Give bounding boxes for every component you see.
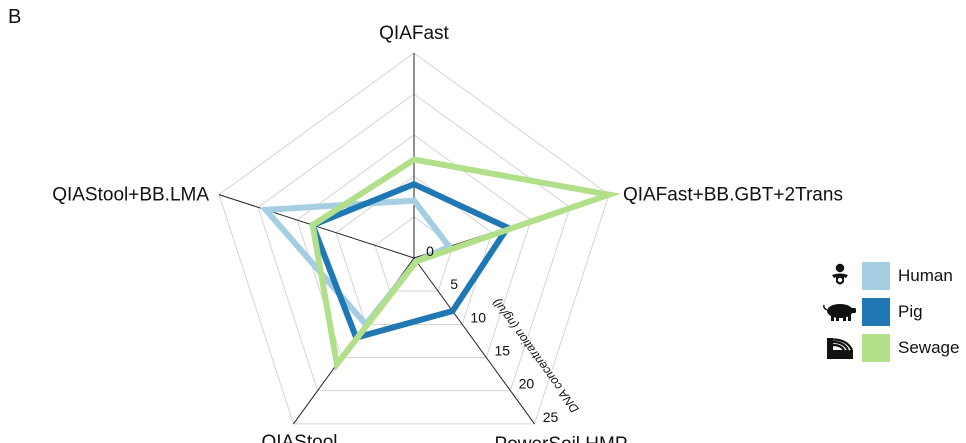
- radar-series: [259, 156, 621, 372]
- radial-tick-label: 5: [450, 276, 458, 292]
- radial-tick-label: 25: [543, 409, 559, 425]
- legend-label-human: Human: [898, 266, 953, 285]
- legend-swatch-pig: [862, 298, 890, 326]
- legend-item-human: Human: [820, 258, 959, 294]
- legend-label-sewage: Sewage: [898, 338, 960, 357]
- axis-label: QIAFast+BB.GBT+2Trans: [623, 185, 843, 206]
- axis-labels: QIAFast QIAFast+BB.GBT+2Trans PowerSoil.HM…: [52, 23, 843, 443]
- radial-tick-label: 10: [470, 309, 486, 325]
- radial-tick-label: 0: [426, 243, 434, 259]
- legend: Human Pig Sewage: [820, 258, 959, 366]
- legend-swatch-human: [862, 262, 890, 290]
- legend-item-sewage: Sewage: [820, 330, 959, 366]
- radial-tick-label: 20: [519, 376, 535, 392]
- grid-ring-25: [218, 52, 610, 425]
- legend-label-pig: Pig: [898, 302, 923, 321]
- series-pig: [308, 180, 513, 342]
- radial-tick-label: 15: [495, 343, 511, 359]
- axis-label: QIAStool: [261, 432, 337, 443]
- grid-ring-20: [257, 93, 571, 392]
- radial-ticks: 0 5 10 15 20 25: [426, 243, 558, 425]
- sewage-icon: [820, 334, 860, 362]
- spoke-2: [413, 257, 535, 425]
- legend-swatch-sewage: [862, 334, 890, 362]
- axis-label: QIAFast: [379, 23, 449, 44]
- series-sewage: [309, 156, 621, 372]
- pig-icon: [820, 298, 860, 326]
- axis-label: PowerSoil.HMP: [494, 434, 627, 443]
- legend-item-pig: Pig: [820, 294, 959, 330]
- axis-label: QIAStool+BB.LMA: [52, 185, 209, 206]
- baby-icon: [820, 262, 860, 290]
- panel-label: B: [8, 6, 22, 28]
